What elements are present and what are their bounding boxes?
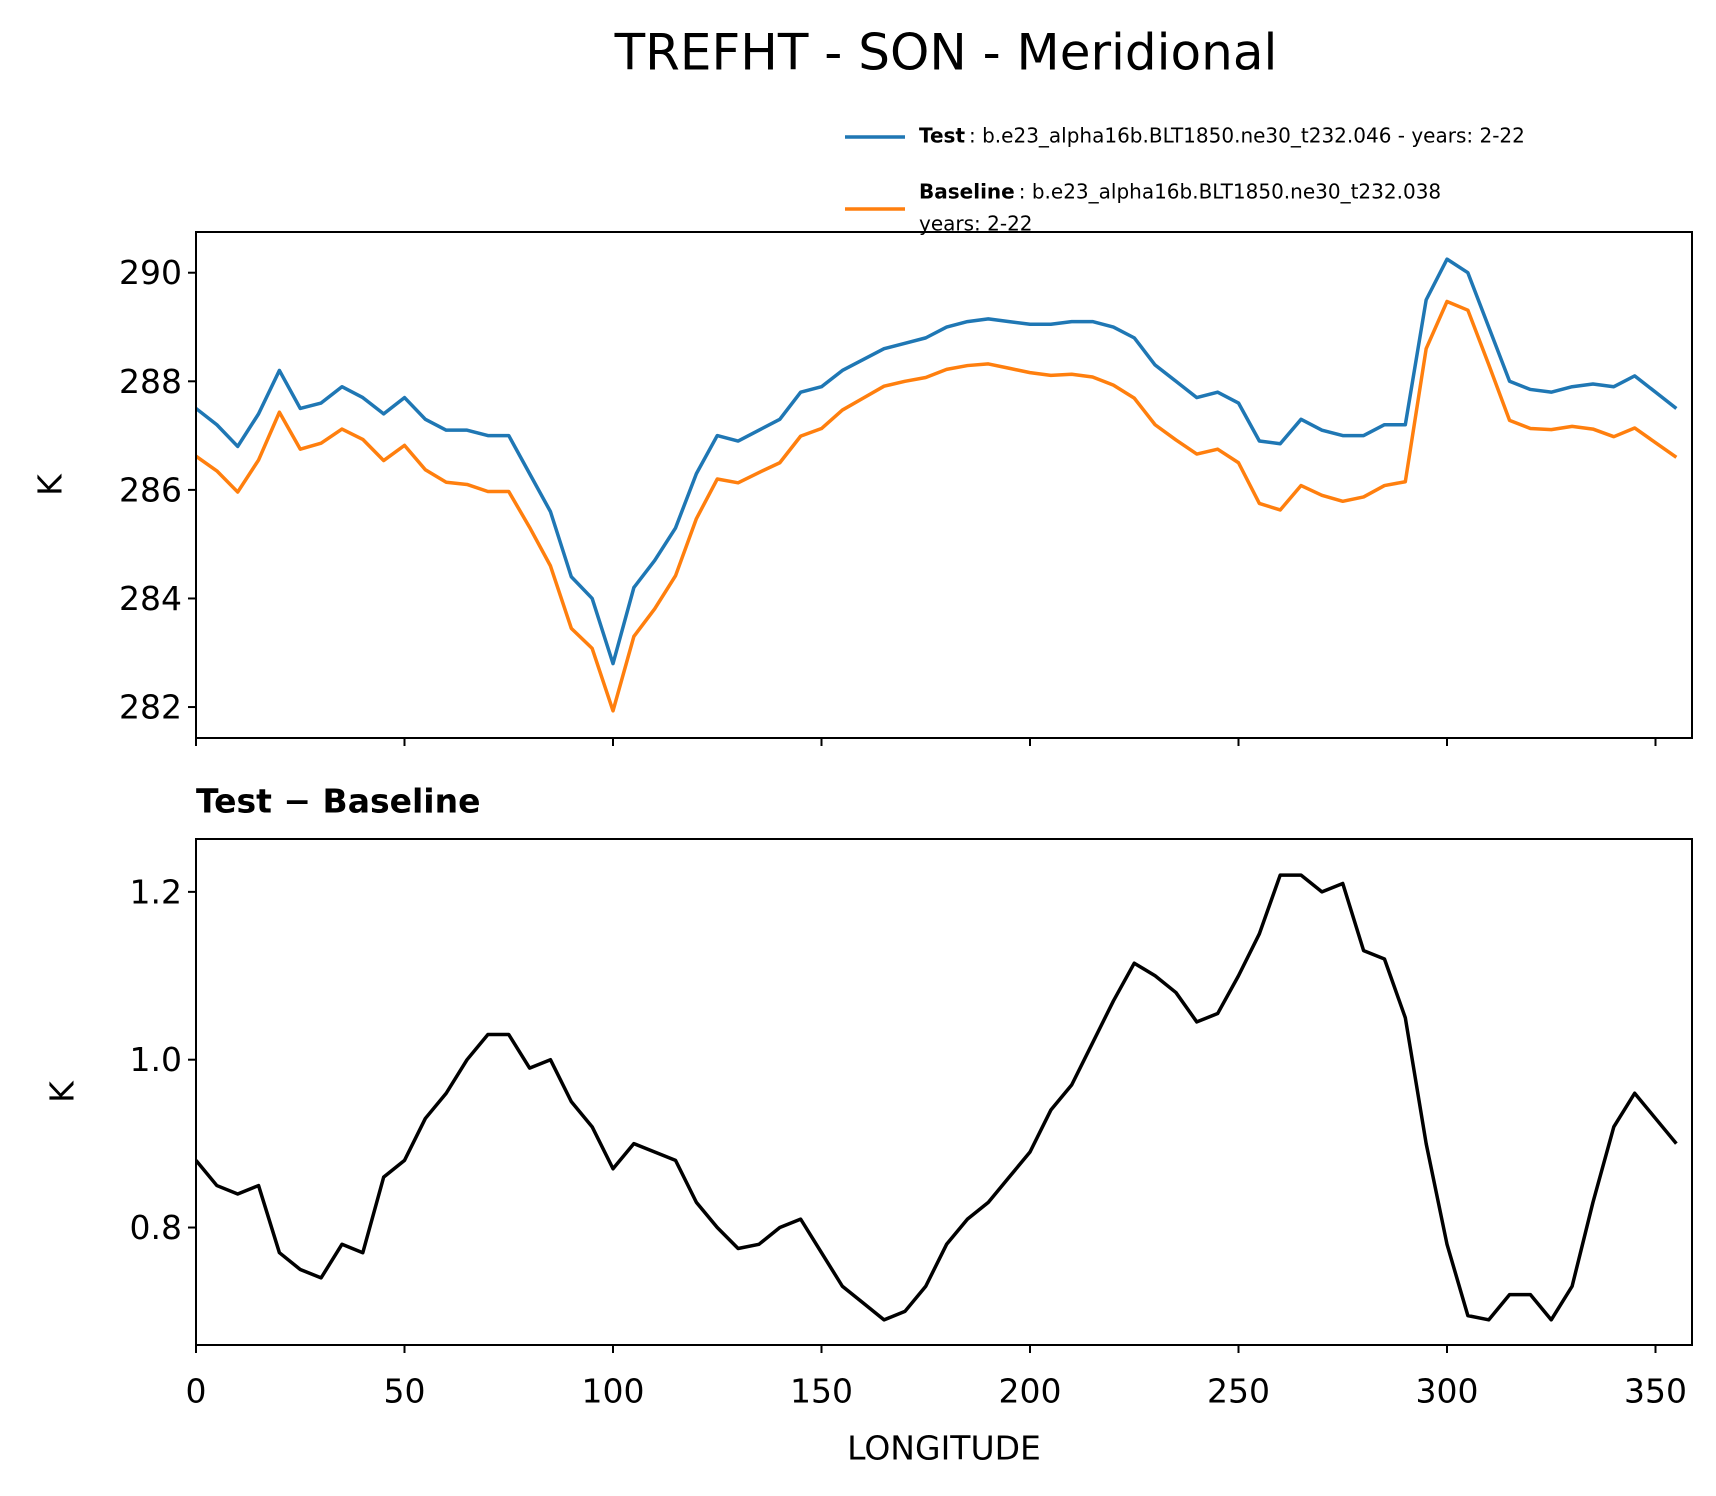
- legend-name: Baseline: [919, 180, 1015, 204]
- series-line: [196, 257, 1678, 666]
- x-tick-label: 50: [384, 1372, 426, 1411]
- x-tick-label: 250: [1207, 1372, 1270, 1411]
- y-tick-label: 286: [119, 470, 182, 509]
- x-tick-label: 0: [186, 1372, 207, 1411]
- x-tick-label: 150: [790, 1372, 853, 1411]
- y-tick-label: 1.0: [130, 1040, 182, 1079]
- subplot-title: Test − Baseline: [196, 782, 481, 821]
- y-tick-label: 290: [119, 253, 182, 292]
- legend-description: : b.e23_alpha16b.BLT1850.ne30_t232.046 -…: [969, 124, 1525, 148]
- plot-area: [196, 257, 1678, 713]
- y-axis-label: K: [43, 1080, 82, 1103]
- y-tick-label: 0.8: [130, 1208, 182, 1247]
- y-tick-label: 282: [119, 688, 182, 727]
- series-line: [196, 873, 1678, 1322]
- axes-frame: [195, 838, 1693, 1346]
- x-tick-label: 300: [1416, 1372, 1479, 1411]
- legend-description: : b.e23_alpha16b.BLT1850.ne30_t232.038: [1019, 180, 1441, 204]
- figure-title: TREFHT - SON - Meridional: [614, 24, 1278, 82]
- x-tick-label: 200: [999, 1372, 1062, 1411]
- series-line: [196, 299, 1678, 713]
- y-tick-label: 284: [119, 579, 182, 618]
- legend-name: Test: [919, 124, 965, 148]
- legend-description: years: 2-22: [919, 212, 1033, 236]
- x-tick-label: 350: [1624, 1372, 1687, 1411]
- y-tick-label: 1.2: [130, 872, 182, 911]
- y-axis-label: K: [31, 473, 70, 496]
- plot-area: [196, 873, 1678, 1322]
- x-tick-label: 100: [582, 1372, 645, 1411]
- x-axis-label: LONGITUDE: [847, 1429, 1041, 1468]
- y-tick-label: 288: [119, 362, 182, 401]
- axes-frame: [195, 231, 1693, 739]
